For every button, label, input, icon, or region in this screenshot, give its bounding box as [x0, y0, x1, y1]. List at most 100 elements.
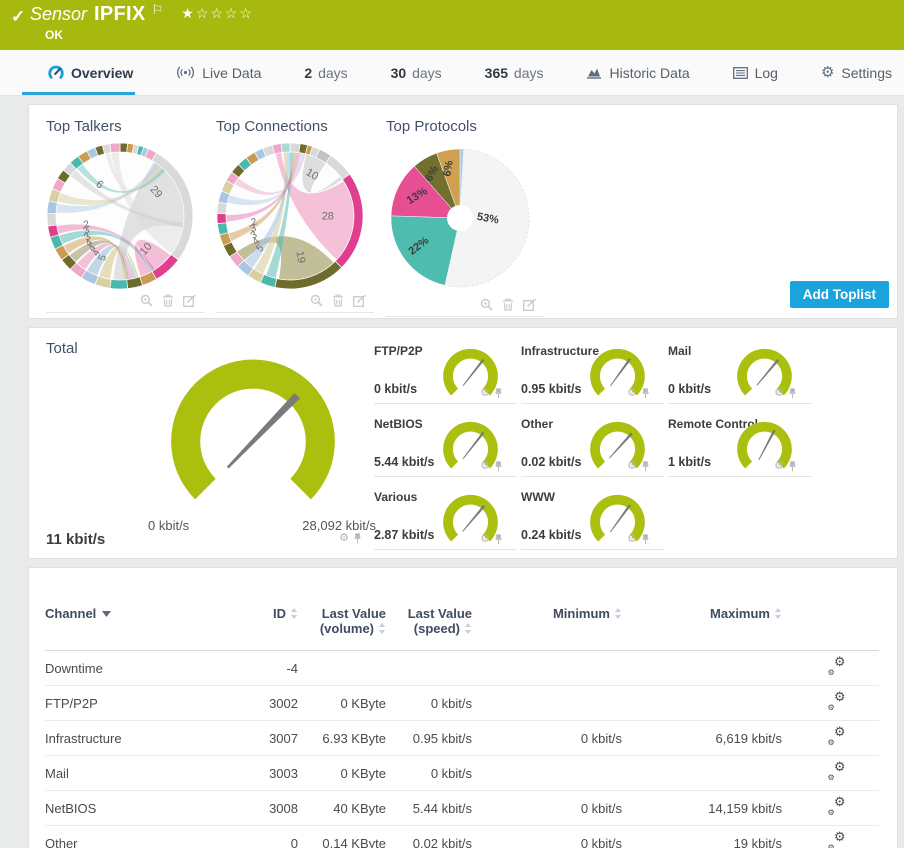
gauge-pin-icon[interactable]	[641, 388, 650, 399]
gauge-pin-icon[interactable]	[353, 533, 362, 544]
channel-settings-gears-icon[interactable]: ⚙ ⚙	[827, 794, 846, 817]
table-row-infrastructure: Infrastructure 3007 6.93 KByte 0.95 kbit/s 0…	[45, 720, 879, 756]
svg-text:5: 5	[254, 243, 266, 255]
svg-text:53%: 53%	[476, 211, 500, 227]
top-connections-chart[interactable]: 10 28 19 2 3 3 4 5	[216, 142, 374, 290]
channel-gauge-grid: FTP/P2P 0 kbit/s ⚙ Infrastructure 0.95 kbit/…	[374, 342, 811, 558]
gauge-tools: ⚙	[774, 388, 797, 399]
sort-icon	[464, 622, 472, 637]
column-header-last-value-volume[interactable]: Last Value (volume)	[319, 606, 386, 636]
gauge-settings-gear-icon[interactable]: ⚙	[627, 460, 637, 472]
gauge-cell-infrastructure: Infrastructure 0.95 kbit/s ⚙	[521, 342, 664, 404]
gauge-cell-ftp-p2p: FTP/P2P 0 kbit/s ⚙	[374, 342, 517, 404]
gauge-settings-gear-icon[interactable]: ⚙	[480, 387, 490, 399]
inspect-icon[interactable]	[140, 294, 153, 307]
svg-text:2: 2	[250, 216, 258, 228]
sensor-status-badge: OK	[45, 28, 63, 42]
cell-other-volume: 0.14 KByte	[311, 825, 399, 848]
gauge-tools: ⚙	[627, 534, 650, 545]
gauge-pin-icon[interactable]	[788, 388, 797, 399]
gauge-channel-value: 1 kbit/s	[668, 455, 712, 469]
gauge-channel-value: 0.24 kbit/s	[521, 528, 582, 542]
various-gauge	[440, 493, 501, 549]
gauge-pin-icon[interactable]	[788, 461, 797, 472]
channel-settings-gears-icon[interactable]: ⚙ ⚙	[827, 689, 846, 712]
log-icon	[732, 66, 748, 79]
tab-log[interactable]: Log	[732, 50, 778, 95]
cell-ftp-p2p-speed: 0 kbit/s	[399, 685, 485, 721]
gauge-settings-gear-icon[interactable]: ⚙	[627, 533, 637, 545]
top-talkers-chart[interactable]: 29 10 6 2 3 3 4 4 4 5	[46, 142, 204, 290]
infrastructure-gauge	[587, 347, 648, 403]
channel-settings-gears-icon[interactable]: ⚙ ⚙	[827, 829, 846, 848]
delete-icon[interactable]	[502, 298, 514, 311]
tab-2-days[interactable]: 2 days	[304, 64, 348, 81]
channel-table-panel: Channel ID Last Value (volume) Last Value (…	[28, 567, 898, 848]
tab-overview[interactable]: Overview	[21, 50, 136, 95]
gauge-pin-icon[interactable]	[494, 461, 503, 472]
column-header-maximum[interactable]: Maximum	[635, 602, 795, 651]
cell-ftp-p2p-min	[485, 685, 635, 721]
gauge-cell-other: Other 0.02 kbit/s ⚙	[521, 415, 664, 477]
priority-stars[interactable]: ★☆☆☆☆	[181, 5, 254, 21]
svg-text:3: 3	[82, 231, 93, 243]
delete-icon[interactable]	[332, 294, 344, 307]
edit-icon[interactable]	[523, 298, 536, 311]
inspect-icon[interactable]	[480, 298, 493, 311]
cell-netbios-id: 3008	[237, 790, 311, 826]
gauge-channel-value: 0 kbit/s	[668, 382, 712, 396]
sort-desc-icon	[102, 605, 112, 620]
status-check-icon: ✓	[11, 7, 26, 26]
gauges-panel: Total 0 kbit/s 28,092 kbit/s 11 kbit/s ⚙…	[28, 327, 898, 559]
gauge-pin-icon[interactable]	[641, 461, 650, 472]
gauge-settings-gear-icon[interactable]: ⚙	[774, 460, 784, 472]
cell-downtime-id: -4	[237, 650, 311, 686]
add-toplist-button[interactable]: Add Toplist	[789, 281, 889, 308]
cell-downtime-min	[485, 650, 635, 686]
edit-icon[interactable]	[183, 294, 196, 307]
delete-icon[interactable]	[162, 294, 174, 307]
tab-365-days[interactable]: 365 days	[484, 64, 544, 81]
column-header-last-value-speed[interactable]: Last Value (speed)	[407, 606, 472, 637]
table-row-netbios: NetBIOS 3008 40 KByte 5.44 kbit/s 0 kbit/s 14…	[45, 790, 879, 826]
gauge-tools: ⚙	[480, 461, 503, 472]
svg-text:4: 4	[86, 242, 98, 253]
flag-icon[interactable]: ⚐	[151, 2, 164, 17]
gauge-settings-gear-icon[interactable]: ⚙	[339, 532, 349, 544]
sensor-type-label: Sensor	[30, 4, 88, 24]
gauge-settings-gear-icon[interactable]: ⚙	[627, 387, 637, 399]
inspect-icon[interactable]	[310, 294, 323, 307]
cell-other-id: 0	[237, 825, 311, 848]
gauge-settings-gear-icon[interactable]: ⚙	[480, 533, 490, 545]
cell-infrastructure-channel: Infrastructure	[45, 720, 237, 756]
ftp-p2p-gauge	[440, 347, 501, 403]
column-header-id[interactable]: ID	[237, 602, 311, 651]
toplist-toolbar	[216, 290, 374, 313]
tab-live-data[interactable]: Live Data	[176, 50, 261, 95]
toplists-panel: Top Talkers 29 10 6 2 3 3 4 4 4 5 Top Connections 10…	[28, 104, 898, 319]
column-header-minimum[interactable]: Minimum	[485, 602, 635, 651]
gauge-pin-icon[interactable]	[494, 388, 503, 399]
channel-settings-gears-icon[interactable]: ⚙ ⚙	[827, 654, 846, 677]
gauge-pin-icon[interactable]	[641, 534, 650, 545]
top-protocols-chart[interactable]: 53% 22% 13% 6% 6%	[386, 142, 544, 294]
channel-settings-gears-icon[interactable]: ⚙ ⚙	[827, 759, 846, 782]
channel-settings-gears-icon[interactable]: ⚙ ⚙	[827, 724, 846, 747]
cell-other-max: 19 kbit/s	[635, 825, 795, 848]
tab-30-days[interactable]: 30 days	[390, 64, 442, 81]
cell-ftp-p2p-volume: 0 KByte	[311, 685, 399, 721]
cell-infrastructure-min: 0 kbit/s	[485, 720, 635, 756]
gauge-pin-icon[interactable]	[494, 534, 503, 545]
column-header-channel[interactable]: Channel	[45, 602, 237, 651]
gauge-settings-gear-icon[interactable]: ⚙	[774, 387, 784, 399]
tab-settings[interactable]: ⚙ Settings	[820, 64, 892, 81]
gauge-settings-gear-icon[interactable]: ⚙	[480, 460, 490, 472]
cell-infrastructure-speed: 0.95 kbit/s	[399, 720, 485, 756]
gauge-channel-label: Mail	[668, 344, 692, 358]
edit-icon[interactable]	[353, 294, 366, 307]
tab-historic-data[interactable]: Historic Data	[586, 50, 690, 95]
gauge-channel-label: NetBIOS	[374, 417, 423, 431]
gauge-scale-min: 0 kbit/s	[148, 518, 190, 533]
cell-downtime-max	[635, 650, 795, 686]
